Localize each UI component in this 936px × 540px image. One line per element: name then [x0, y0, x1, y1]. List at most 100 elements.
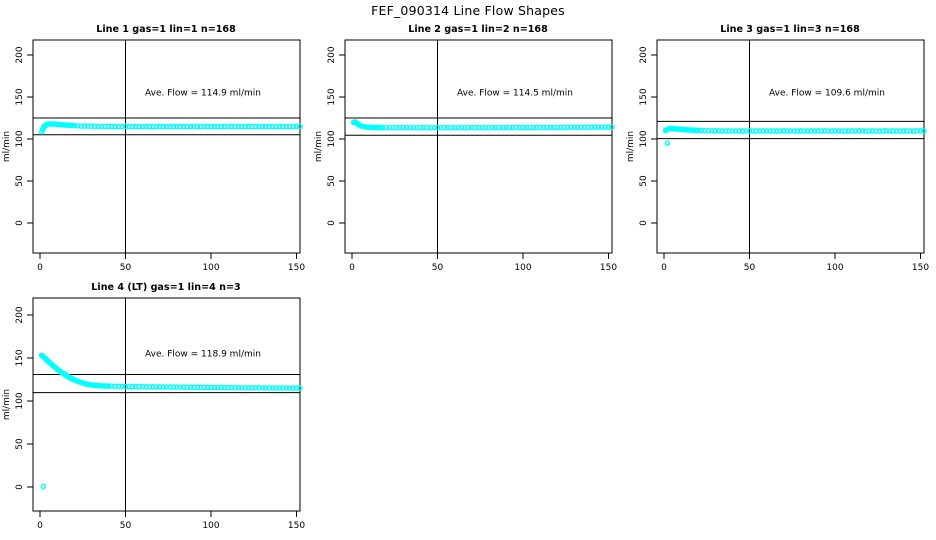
y-axis-tick-label: 0	[15, 484, 25, 490]
scatter-point	[256, 385, 262, 391]
scatter-point	[74, 123, 81, 129]
scatter-point	[890, 128, 896, 134]
scatter-point	[269, 385, 276, 391]
scatter-point	[825, 128, 831, 134]
scatter-point	[177, 123, 183, 130]
y-axis-label: ml/min	[2, 389, 12, 420]
x-axis-tick-label: 150	[288, 521, 305, 531]
y-axis-label: ml/min	[2, 131, 12, 162]
scatter-point	[801, 128, 807, 134]
x-axis-tick-label: 150	[912, 263, 929, 270]
scatter-point	[204, 123, 211, 130]
x-axis-tick-label: 0	[37, 521, 43, 531]
scatter-point	[245, 385, 252, 391]
scatter-point	[869, 128, 876, 134]
panel-title: Line 1 gas=1 lin=1 n=168	[96, 24, 236, 35]
scatter-series	[38, 121, 303, 135]
scatter-point	[780, 128, 787, 134]
scatter-point	[828, 128, 835, 134]
scatter-point	[286, 385, 293, 391]
scatter-point	[273, 123, 279, 130]
scatter-point	[900, 128, 907, 134]
scatter-point	[170, 123, 177, 130]
scatter-point	[568, 124, 574, 131]
scatter-point	[102, 123, 108, 130]
scatter-point	[259, 385, 266, 391]
scatter-point	[297, 385, 303, 391]
scatter-point	[479, 124, 485, 131]
scatter-point	[201, 123, 207, 130]
x-axis-tick-label: 0	[661, 263, 667, 270]
scatter-point	[397, 124, 403, 131]
panel-title: Line 3 gas=1 lin=3 n=168	[720, 24, 860, 35]
scatter-point	[883, 128, 890, 134]
scatter-point	[520, 124, 526, 131]
scatter-point	[455, 124, 461, 131]
scatter-point	[221, 384, 228, 391]
scatter-point	[506, 124, 513, 131]
scatter-point	[177, 384, 183, 390]
panel-line-3: Line 3 gas=1 lin=3 n=168 0 50 100 150 0 50 100 1…	[624, 18, 936, 270]
scatter-point	[845, 128, 852, 134]
y-axis-tick-label: 0	[15, 220, 25, 226]
scatter-point	[132, 123, 139, 130]
scatter-point	[400, 124, 407, 131]
scatter-point	[218, 384, 225, 391]
scatter-point	[290, 123, 296, 130]
scatter-point	[664, 140, 671, 146]
scatter-point	[126, 383, 132, 390]
scatter-point	[115, 123, 122, 130]
scatter-point	[733, 128, 739, 134]
scatter-point	[921, 128, 927, 134]
x-axis-tick-label: 50	[432, 263, 444, 270]
scatter-point	[774, 128, 780, 134]
scatter-point	[279, 123, 286, 130]
scatter-point	[784, 128, 790, 134]
y-axis-label: ml/min	[314, 131, 324, 162]
scatter-point	[81, 123, 88, 129]
y-axis-tick-label: 200	[327, 46, 337, 63]
scatter-point	[574, 124, 581, 131]
scatter-point	[554, 124, 560, 131]
y-axis-tick-label: 0	[327, 220, 337, 226]
scatter-point	[715, 128, 722, 134]
scatter-point	[910, 128, 917, 134]
y-axis-tick-label: 50	[639, 175, 649, 187]
scatter-point	[238, 123, 245, 130]
scatter-point	[726, 128, 732, 134]
scatter-point	[269, 123, 276, 130]
scatter-point	[605, 124, 612, 130]
scatter-series	[38, 352, 303, 490]
scatter-point	[698, 127, 705, 134]
scatter-point	[712, 128, 719, 134]
scatter-point	[444, 124, 451, 131]
scatter-point	[893, 128, 900, 134]
scatter-point	[410, 124, 417, 131]
scatter-point	[609, 124, 615, 130]
plot-box	[32, 39, 301, 254]
y-axis-tick-label: 150	[639, 88, 649, 105]
scatter-point	[482, 125, 489, 131]
y-axis-tick-label: 150	[15, 349, 25, 366]
scatter-point	[143, 383, 149, 390]
scatter-point	[40, 483, 47, 490]
scatter-point	[194, 123, 201, 130]
scatter-point	[472, 124, 478, 131]
scatter-point	[252, 123, 259, 130]
scatter-point	[156, 123, 163, 130]
plot-svg: Line 1 gas=1 lin=1 n=168 0 50 100 150 0 50 100 1…	[2, 24, 305, 270]
scatter-point	[719, 128, 725, 134]
scatter-point	[705, 127, 712, 134]
scatter-series	[662, 125, 927, 146]
scatter-point	[225, 123, 231, 130]
y-axis-tick-label: 200	[639, 46, 649, 63]
scatter-point	[386, 124, 393, 131]
scatter-series	[350, 119, 615, 131]
scatter-point	[204, 384, 211, 391]
scatter-point	[184, 123, 190, 130]
scatter-point	[143, 123, 149, 130]
scatter-point	[191, 123, 197, 130]
scatter-point	[109, 123, 115, 130]
scatter-point	[722, 128, 729, 134]
scatter-point	[448, 125, 454, 131]
